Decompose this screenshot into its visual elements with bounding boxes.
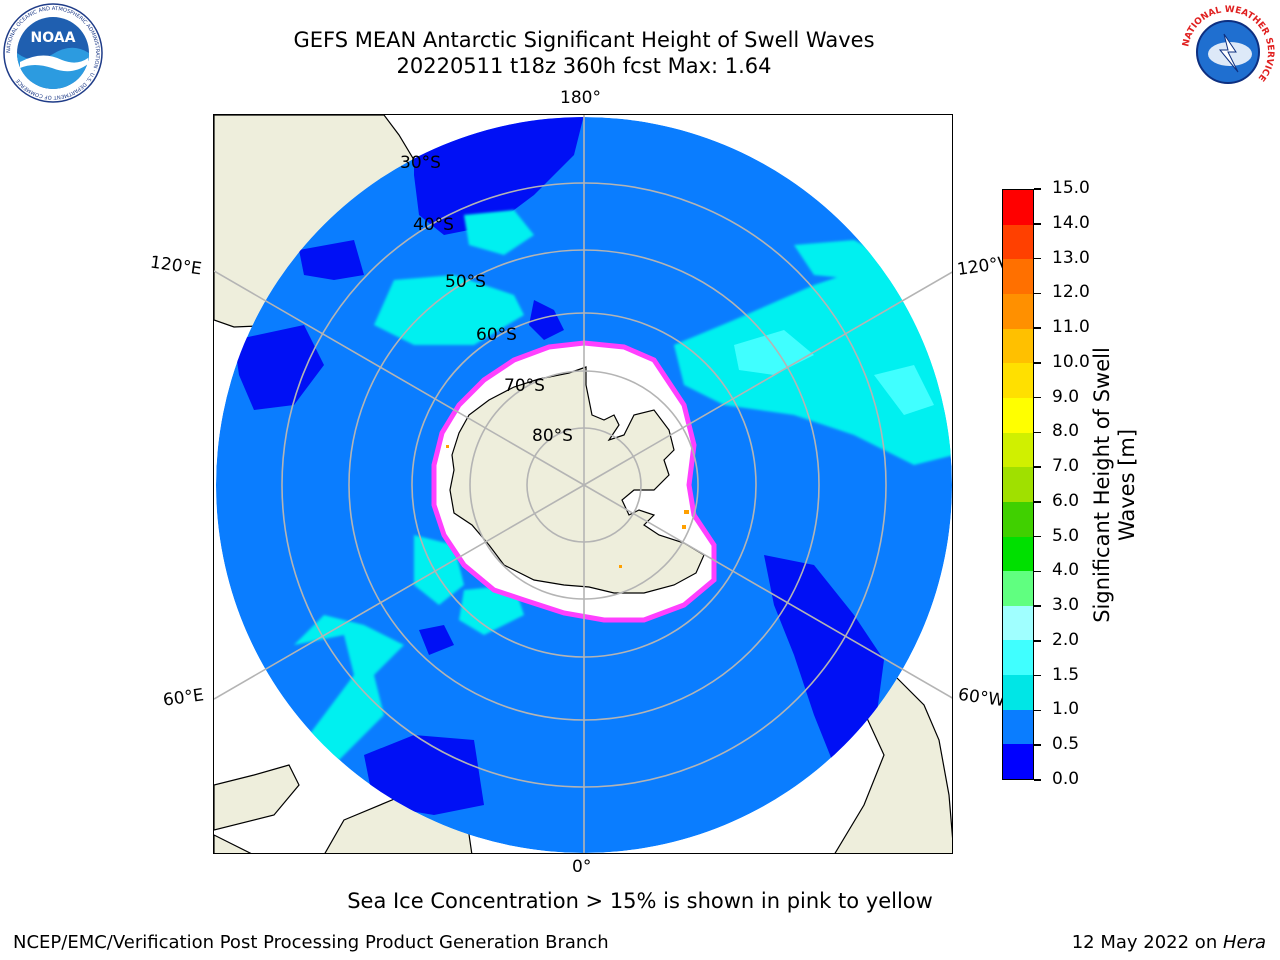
lat-label-70s: 70°S xyxy=(504,376,545,396)
meridian-lines xyxy=(214,115,952,853)
lon-label-180: 180° xyxy=(560,88,601,108)
colorbar-tick-mark xyxy=(1034,709,1041,712)
colorbar-tick-label: 9.0 xyxy=(1052,386,1080,407)
colorbar-tick-label: 5.0 xyxy=(1052,525,1080,546)
colorbar-title-line1: Significant Height of Swell xyxy=(1090,347,1114,623)
footer-branch: NCEP/EMC/Verification Post Processing Pr… xyxy=(13,932,609,953)
colorbar-tick-label: 3.0 xyxy=(1052,595,1080,616)
colorbar-segment xyxy=(1003,501,1033,537)
lat-label-50s: 50°S xyxy=(445,272,486,292)
colorbar-segment xyxy=(1003,709,1033,745)
colorbar-tick-mark xyxy=(1034,362,1041,364)
colorbar-tick-mark xyxy=(1034,570,1041,573)
colorbar-segment xyxy=(1003,536,1033,572)
nws-logo: NATIONAL WEATHER SERVICE xyxy=(1178,2,1278,102)
footer-date: 12 May 2022 on Hera xyxy=(1072,932,1266,953)
lat-label-60s: 60°S xyxy=(476,325,517,345)
colorbar-tick-mark xyxy=(1034,327,1041,329)
colorbar-tick-label: 7.0 xyxy=(1052,456,1080,477)
colorbar-tick-label: 11.0 xyxy=(1052,317,1090,338)
colorbar-tick-label: 8.0 xyxy=(1052,421,1080,442)
colorbar-segment xyxy=(1003,294,1033,329)
footer-date-text: 12 May 2022 on xyxy=(1071,932,1223,953)
colorbar-segment xyxy=(1003,328,1033,364)
colorbar-tick-mark xyxy=(1034,535,1041,538)
lon-label-60e: 60°E xyxy=(161,685,206,711)
colorbar-tick-mark xyxy=(1034,674,1041,677)
chart-subtitle: 20220511 t18z 360h fcst Max: 1.64 xyxy=(396,54,772,78)
chart-title: GEFS MEAN Antarctic Significant Height o… xyxy=(293,28,875,52)
colorbar-tick-mark xyxy=(1034,640,1041,642)
ice-edge-high xyxy=(446,445,689,568)
polar-map: 30°S 40°S 50°S 60°S 70°S 80°S xyxy=(214,115,952,853)
colorbar-tick-label: 12.0 xyxy=(1052,282,1090,303)
colorbar-segment xyxy=(1003,363,1033,398)
colorbar xyxy=(1002,189,1034,780)
colorbar-segment xyxy=(1003,432,1033,468)
colorbar-tick-mark xyxy=(1034,605,1041,607)
colorbar-tick-label: 15.0 xyxy=(1052,178,1090,198)
lon-label-120e: 120°E xyxy=(148,252,203,280)
lon-label-0: 0° xyxy=(572,857,592,877)
colorbar-tick-label: 2.0 xyxy=(1052,629,1080,650)
colorbar-tick-mark xyxy=(1034,501,1041,503)
colorbar-title-line2: Waves [m] xyxy=(1115,428,1139,542)
noaa-logo: NOAA NATIONAL OCEANIC AND ATMOSPHERIC AD… xyxy=(2,2,104,104)
colorbar-segment xyxy=(1003,605,1033,641)
colorbar-tick-label: 4.0 xyxy=(1052,560,1080,581)
colorbar-segment xyxy=(1003,190,1033,225)
colorbar-tick-mark xyxy=(1034,431,1041,434)
colorbar-tick-mark xyxy=(1034,466,1041,468)
colorbar-tick-mark xyxy=(1034,188,1041,190)
low-swell-areas xyxy=(234,117,884,815)
colorbar-segment xyxy=(1003,571,1033,606)
lat-label-30s: 30°S xyxy=(400,153,441,173)
colorbar-tick-mark xyxy=(1034,223,1041,225)
colorbar-tick-mark xyxy=(1034,292,1041,295)
colorbar-tick-label: 14.0 xyxy=(1052,212,1090,233)
lat-label-80s: 80°S xyxy=(532,426,573,446)
colorbar-segment xyxy=(1003,224,1033,260)
colorbar-tick-label: 0.5 xyxy=(1052,734,1080,755)
colorbar-segment xyxy=(1003,259,1033,295)
colorbar-tick-mark xyxy=(1034,779,1041,781)
lon-label-60w: 60°W xyxy=(956,684,1007,712)
colorbar-tick-label: 0.0 xyxy=(1052,769,1080,789)
lat-label-40s: 40°S xyxy=(413,215,454,235)
noaa-logo-text: NOAA xyxy=(31,30,76,46)
colorbar-segment xyxy=(1003,397,1033,433)
sea-ice-note: Sea Ice Concentration > 15% is shown in … xyxy=(347,889,933,913)
swell-cyan-areas xyxy=(294,210,952,785)
latitude-labels: 30°S 40°S 50°S 60°S 70°S 80°S xyxy=(400,153,573,446)
antarctica-land xyxy=(449,366,705,594)
colorbar-strips xyxy=(1003,190,1033,779)
colorbar-tick-label: 1.0 xyxy=(1052,699,1080,720)
colorbar-tick-mark xyxy=(1034,257,1041,260)
colorbar-tick-label: 13.0 xyxy=(1052,247,1090,268)
footer-host: Hera xyxy=(1222,932,1266,953)
colorbar-tick-label: 1.5 xyxy=(1052,664,1080,685)
colorbar-segment xyxy=(1003,675,1033,710)
map-panel: 30°S 40°S 50°S 60°S 70°S 80°S xyxy=(213,114,953,854)
colorbar-segment xyxy=(1003,744,1033,779)
colorbar-tick-label: 10.0 xyxy=(1052,351,1090,372)
colorbar-tick-mark xyxy=(1034,744,1041,746)
colorbar-tick-mark xyxy=(1034,396,1041,399)
colorbar-segment xyxy=(1003,467,1033,502)
colorbar-segment xyxy=(1003,640,1033,676)
colorbar-tick-label: 6.0 xyxy=(1052,490,1080,511)
